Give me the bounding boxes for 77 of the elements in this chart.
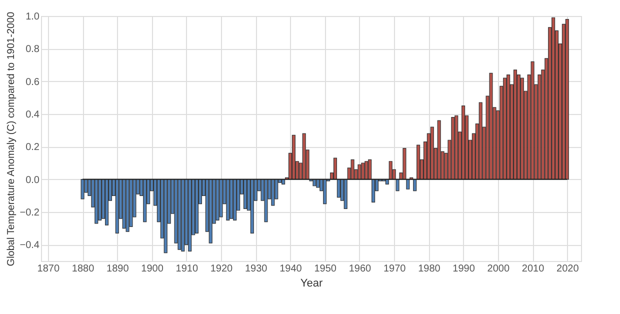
x-tick-label: 2020 <box>556 264 580 274</box>
bar <box>271 179 275 206</box>
y-tick-label: 0.6 <box>26 76 40 88</box>
bar <box>216 179 220 220</box>
bar <box>250 179 254 234</box>
x-tick-label: 1870 <box>37 264 60 274</box>
y-axis-title: Global Temperature Anomaly (C) compared to 1901-2000 <box>6 11 17 266</box>
bar <box>226 179 230 220</box>
y-tick-label: 0.8 <box>26 44 40 56</box>
bar <box>350 159 354 180</box>
y-tick-label: −0.2 <box>20 208 40 218</box>
bar <box>344 179 348 210</box>
bar <box>530 61 534 180</box>
bar <box>430 126 434 180</box>
x-axis-title: Year <box>300 278 323 290</box>
bar <box>451 116 455 180</box>
bar <box>316 179 320 188</box>
x-tick-label: 1890 <box>106 264 130 274</box>
x-tick-label: 1920 <box>210 264 234 274</box>
x-tick-label: 1900 <box>141 264 164 274</box>
y-tick-label: 0.4 <box>26 110 40 120</box>
x-tick-label: 1910 <box>176 264 198 274</box>
bar <box>188 179 192 252</box>
bar <box>462 106 466 180</box>
bar <box>333 158 337 180</box>
bar <box>143 179 147 222</box>
bar <box>416 144 420 180</box>
bar <box>264 179 268 222</box>
bar <box>126 179 130 232</box>
bar <box>503 78 507 180</box>
bar <box>454 115 458 180</box>
bar <box>565 18 569 180</box>
x-tick-label: 1990 <box>452 264 476 274</box>
bar <box>208 179 212 244</box>
y-tick-label: 0.2 <box>26 142 40 154</box>
bar <box>478 102 482 180</box>
bar <box>233 179 237 220</box>
bar <box>219 179 223 218</box>
bar <box>336 179 340 198</box>
y-tick-label: 1.0 <box>26 12 40 22</box>
bar <box>506 74 510 180</box>
x-tick-label: 1980 <box>418 264 441 274</box>
bar <box>323 179 327 204</box>
bar <box>388 161 392 180</box>
bar <box>115 179 119 234</box>
y-tick-label: −0.4 <box>20 240 40 252</box>
bar <box>230 179 234 219</box>
bar <box>164 179 168 254</box>
bar <box>195 179 199 234</box>
bar <box>98 179 102 220</box>
x-tick-label: 1950 <box>314 264 337 274</box>
x-tick-label: 1880 <box>72 264 95 274</box>
x-tick-label: 1970 <box>383 264 406 274</box>
bar <box>513 70 517 180</box>
y-tick-label: 0.0 <box>26 174 40 186</box>
bar <box>552 17 556 180</box>
bar <box>437 120 441 180</box>
bar <box>94 179 98 224</box>
bar <box>520 78 524 180</box>
x-tick-label: 1940 <box>280 264 302 274</box>
bar <box>292 134 296 180</box>
bar <box>372 179 376 202</box>
bar <box>361 162 365 180</box>
bar <box>181 179 185 252</box>
bar <box>413 179 417 192</box>
bar <box>243 179 247 210</box>
x-tick-label: 1930 <box>244 264 268 274</box>
bar <box>178 179 182 250</box>
x-tick-label: 2000 <box>487 264 510 274</box>
x-tick-label: 1960 <box>348 264 372 274</box>
bar <box>80 179 84 200</box>
bar <box>368 159 372 180</box>
bar <box>489 72 493 180</box>
bar <box>358 164 362 180</box>
bar <box>105 179 109 226</box>
x-tick-label: 2010 <box>522 264 545 274</box>
bar <box>364 161 368 180</box>
